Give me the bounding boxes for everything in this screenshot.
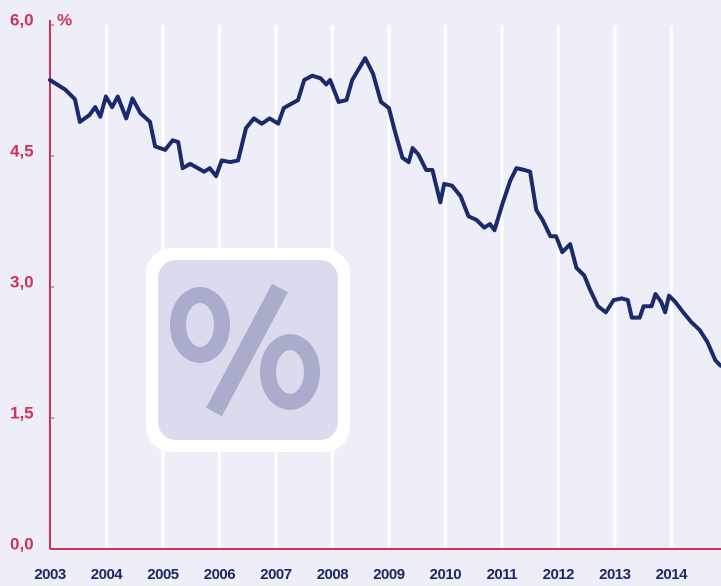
y-tick-label: 1,5 bbox=[10, 403, 34, 422]
x-tick-label: 2003 bbox=[34, 566, 66, 583]
x-tick-label: 2004 bbox=[91, 566, 124, 583]
x-tick-label: 2006 bbox=[204, 566, 236, 583]
icon-ring bbox=[260, 334, 320, 410]
percent-icon bbox=[146, 248, 350, 452]
y-tick-label: 6,0 bbox=[10, 10, 34, 29]
x-tick-label: 2007 bbox=[260, 566, 292, 583]
x-tick-label: 2005 bbox=[147, 566, 179, 583]
x-tick-label: 2011 bbox=[487, 566, 518, 583]
y-tick-label: 4,5 bbox=[10, 141, 34, 160]
y-tick-label: 0,0 bbox=[10, 534, 34, 553]
x-tick-label: 2009 bbox=[373, 566, 405, 583]
icon-slash bbox=[206, 283, 288, 417]
icon-ring bbox=[170, 287, 230, 363]
data-line bbox=[48, 56, 721, 368]
x-tick-label: 2012 bbox=[543, 566, 575, 583]
x-tick-label: 2008 bbox=[317, 566, 349, 583]
x-tick-label: 2014 bbox=[656, 566, 689, 583]
x-tick-label: 2013 bbox=[599, 566, 631, 583]
y-tick-label: 3,0 bbox=[10, 272, 34, 291]
x-tick-label: 2010 bbox=[430, 566, 462, 583]
y-unit-label: % bbox=[57, 10, 72, 29]
